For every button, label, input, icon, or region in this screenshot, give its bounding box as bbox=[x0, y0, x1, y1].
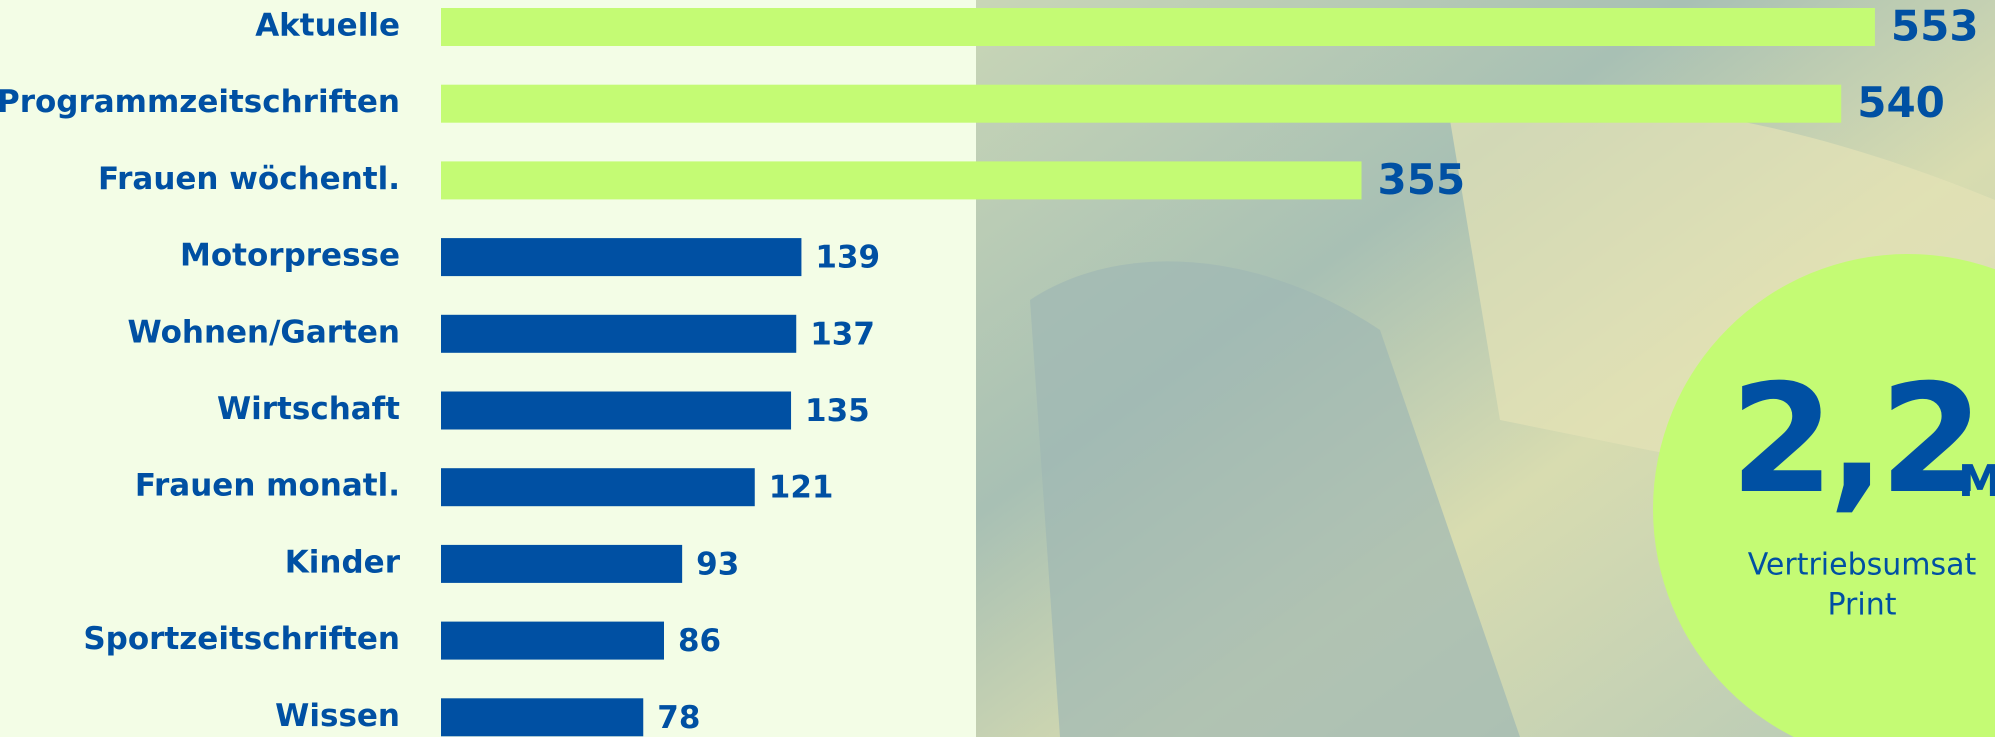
value-label: 540 bbox=[1857, 78, 1945, 127]
category-label: Kinder bbox=[285, 544, 401, 580]
bar bbox=[441, 85, 1841, 123]
category-label: Sportzeitschriften bbox=[83, 621, 400, 657]
bar bbox=[441, 698, 643, 736]
chart: Aktuelle 553 Programmzeitschriften 540 Fraue… bbox=[0, 0, 1995, 737]
value-label: 137 bbox=[810, 316, 875, 352]
category-label: Motorpresse bbox=[180, 238, 400, 274]
category-label: Wissen bbox=[275, 698, 400, 734]
value-label: 135 bbox=[805, 393, 870, 429]
callout-unit: M bbox=[1958, 456, 1995, 507]
category-label: Wirtschaft bbox=[217, 391, 400, 427]
category-label: Frauen monatl. bbox=[135, 468, 400, 504]
bar bbox=[441, 238, 801, 276]
category-label: Wohnen/Garten bbox=[127, 314, 400, 350]
callout-text: Vertriebsumsat bbox=[1748, 548, 1977, 583]
value-label: 139 bbox=[815, 240, 880, 276]
callout-value: 2,2 bbox=[1730, 353, 1978, 527]
bar bbox=[441, 161, 1362, 199]
bar bbox=[441, 545, 682, 583]
bar bbox=[441, 468, 755, 506]
value-label: 355 bbox=[1378, 155, 1466, 204]
bar bbox=[441, 315, 796, 353]
category-label: Aktuelle bbox=[255, 8, 400, 44]
bar bbox=[441, 622, 664, 660]
value-label: 78 bbox=[657, 700, 700, 736]
bar bbox=[441, 392, 791, 430]
value-label: 86 bbox=[678, 623, 721, 659]
value-label: 553 bbox=[1891, 2, 1979, 51]
value-label: 121 bbox=[769, 470, 834, 506]
callout-text: Print bbox=[1827, 588, 1896, 623]
category-label: Programmzeitschriften bbox=[0, 84, 400, 120]
bar bbox=[441, 8, 1875, 46]
value-label: 93 bbox=[696, 546, 739, 582]
category-label: Frauen wöchentl. bbox=[98, 161, 400, 197]
